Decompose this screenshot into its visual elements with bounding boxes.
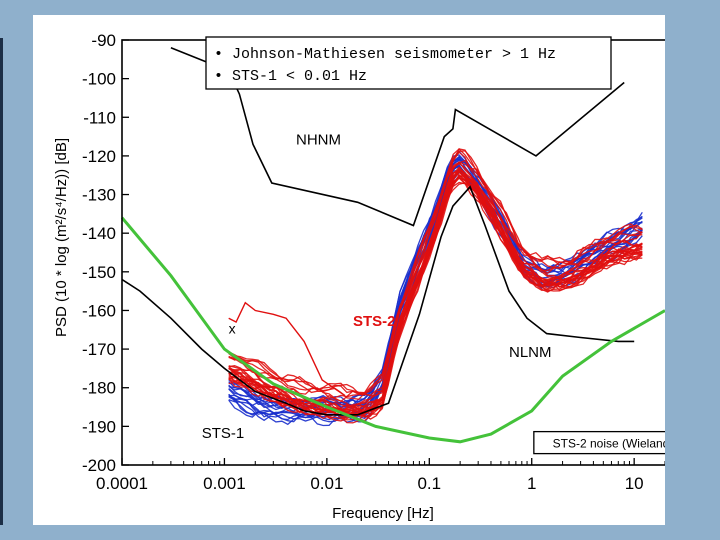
legend-item-1: • Johnson-Mathiesen seismometer > 1 Hz [214,46,556,63]
x-tick-label: 0.01 [310,474,343,493]
sts2-trace [228,161,643,403]
y-tick-label: -190 [82,417,116,436]
slide-canvas: -90 -100 -110 -120 -130 -140 -150 -160 -170 -180 -… [33,15,720,525]
y-tick-label: -200 [82,456,116,475]
sts2-trace [228,147,643,394]
annotation-nlnm: NLNM [509,344,552,361]
nlnm-line [121,185,635,416]
y-tick-label: -100 [82,70,116,89]
sts2-trace [228,170,643,412]
x-tick-label: 0.0001 [96,474,148,493]
annotation-sts-1: STS-1 [202,425,245,442]
sts2-trace [228,182,643,422]
sts2-trace [228,167,643,416]
slide-bottom-strip [0,525,720,540]
y-tick-label: -150 [82,263,116,282]
y-tick-label: -90 [91,31,116,50]
annotation-sts-2: STS-2 [353,313,396,330]
y-tick-label: -160 [82,301,116,320]
y-tick-label: -120 [82,147,116,166]
legend-item-2: • STS-1 < 0.01 Hz [214,68,367,85]
y-tick-label: -180 [82,379,116,398]
y-axis-label: PSD (10 * log (m²/s⁴/Hz)) [dB] [53,138,70,337]
y-tick-label: -170 [82,340,116,359]
annotation-nhnm: NHNM [296,131,341,148]
psd-chart: -90 -100 -110 -120 -130 -140 -150 -160 -170 -180 -… [33,15,720,525]
sts2-trace [228,174,643,414]
annotation-x: x [229,321,236,337]
slide-left-border [0,38,3,525]
sts2-trace [228,301,346,397]
y-tick-label: -110 [83,108,116,127]
x-tick-label: 10 [625,474,644,493]
x-tick-label: 1 [527,474,536,493]
legend-box [205,36,612,90]
sts2-noise-line [120,216,666,444]
y-tick-label: -140 [82,224,116,243]
x-tick-label: 0.001 [203,474,246,493]
sts2-trace [228,151,643,400]
x-tick-label: 0.1 [417,474,441,493]
sts2-noise-label: STS-2 noise (Wielandt, 1991) [553,437,665,451]
nhnm-line [170,46,625,227]
x-axis-label: Frequency [Hz] [332,505,434,522]
y-tick-label: -130 [82,186,116,205]
